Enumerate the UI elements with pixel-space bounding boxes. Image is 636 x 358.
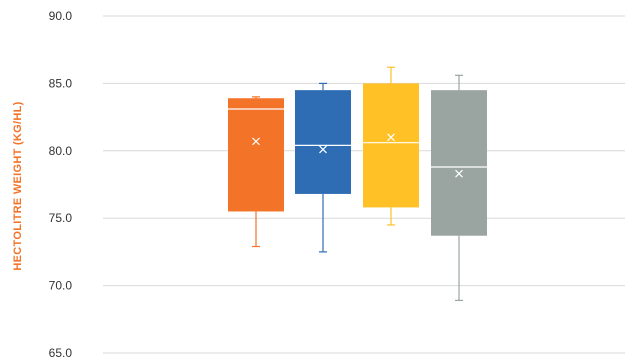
box-series (228, 66, 487, 302)
y-axis-ticks: 65.0 70.0 75.0 80.0 85.0 90.0 (49, 9, 73, 358)
y-tick-label: 85.0 (49, 76, 73, 90)
mean-marker (387, 133, 395, 142)
mean-marker (455, 169, 463, 178)
box (431, 90, 487, 236)
mean-marker (319, 145, 327, 154)
y-tick-label: 80.0 (49, 144, 73, 158)
y-tick-label: 75.0 (49, 211, 73, 225)
box (363, 83, 419, 208)
y-axis-title: HECTOLITRE WEIGHT (KG/HL) (12, 101, 24, 270)
box-group (228, 96, 284, 248)
box-group (295, 82, 351, 253)
y-tick-label: 70.0 (49, 279, 73, 293)
y-tick-label: 90.0 (49, 9, 73, 23)
box (228, 98, 284, 212)
mean-marker (252, 137, 260, 146)
box (295, 90, 351, 194)
y-tick-label: 65.0 (49, 346, 73, 358)
box-group (431, 74, 487, 302)
box-group (363, 66, 419, 226)
